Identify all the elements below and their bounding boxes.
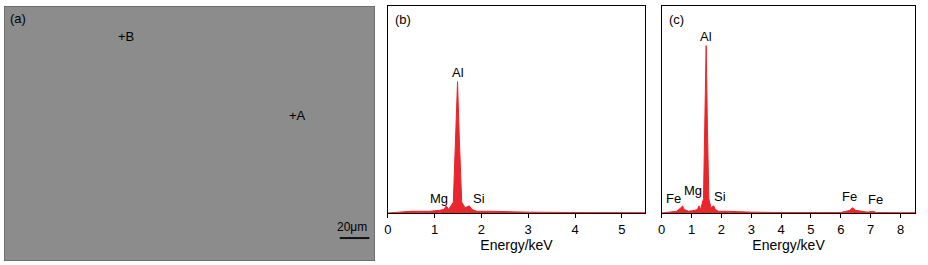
svg-text:Al: Al xyxy=(700,29,712,44)
svg-text:Fe: Fe xyxy=(666,191,681,206)
svg-text:8: 8 xyxy=(897,222,904,237)
svg-text:(b): (b) xyxy=(395,12,411,27)
svg-text:7: 7 xyxy=(867,222,874,237)
svg-text:6: 6 xyxy=(837,222,844,237)
svg-text:Mg: Mg xyxy=(684,183,702,198)
svg-text:1: 1 xyxy=(431,222,438,237)
svg-text:Si: Si xyxy=(714,189,726,204)
svg-text:3: 3 xyxy=(525,222,532,237)
svg-text:4: 4 xyxy=(571,222,578,237)
svg-text:5: 5 xyxy=(618,222,625,237)
svg-text:+B: +B xyxy=(118,29,134,44)
svg-text:4: 4 xyxy=(777,222,784,237)
svg-text:+A: +A xyxy=(289,108,306,123)
svg-text:Fe: Fe xyxy=(842,189,857,204)
svg-text:(a): (a) xyxy=(10,11,26,26)
svg-text:1: 1 xyxy=(688,222,695,237)
svg-text:Al: Al xyxy=(452,65,464,80)
svg-text:2: 2 xyxy=(478,222,485,237)
svg-text:Mg: Mg xyxy=(430,191,448,206)
svg-text:0: 0 xyxy=(384,222,391,237)
svg-text:Si: Si xyxy=(473,191,485,206)
svg-text:Energy/keV: Energy/keV xyxy=(752,237,825,253)
svg-text:Fe: Fe xyxy=(868,192,883,207)
svg-text:2: 2 xyxy=(718,222,725,237)
svg-text:0: 0 xyxy=(658,222,665,237)
svg-text:Energy/keV: Energy/keV xyxy=(480,237,553,253)
svg-text:(c): (c) xyxy=(669,12,684,27)
svg-text:20μm: 20μm xyxy=(337,220,367,234)
svg-text:3: 3 xyxy=(748,222,755,237)
svg-text:5: 5 xyxy=(807,222,814,237)
